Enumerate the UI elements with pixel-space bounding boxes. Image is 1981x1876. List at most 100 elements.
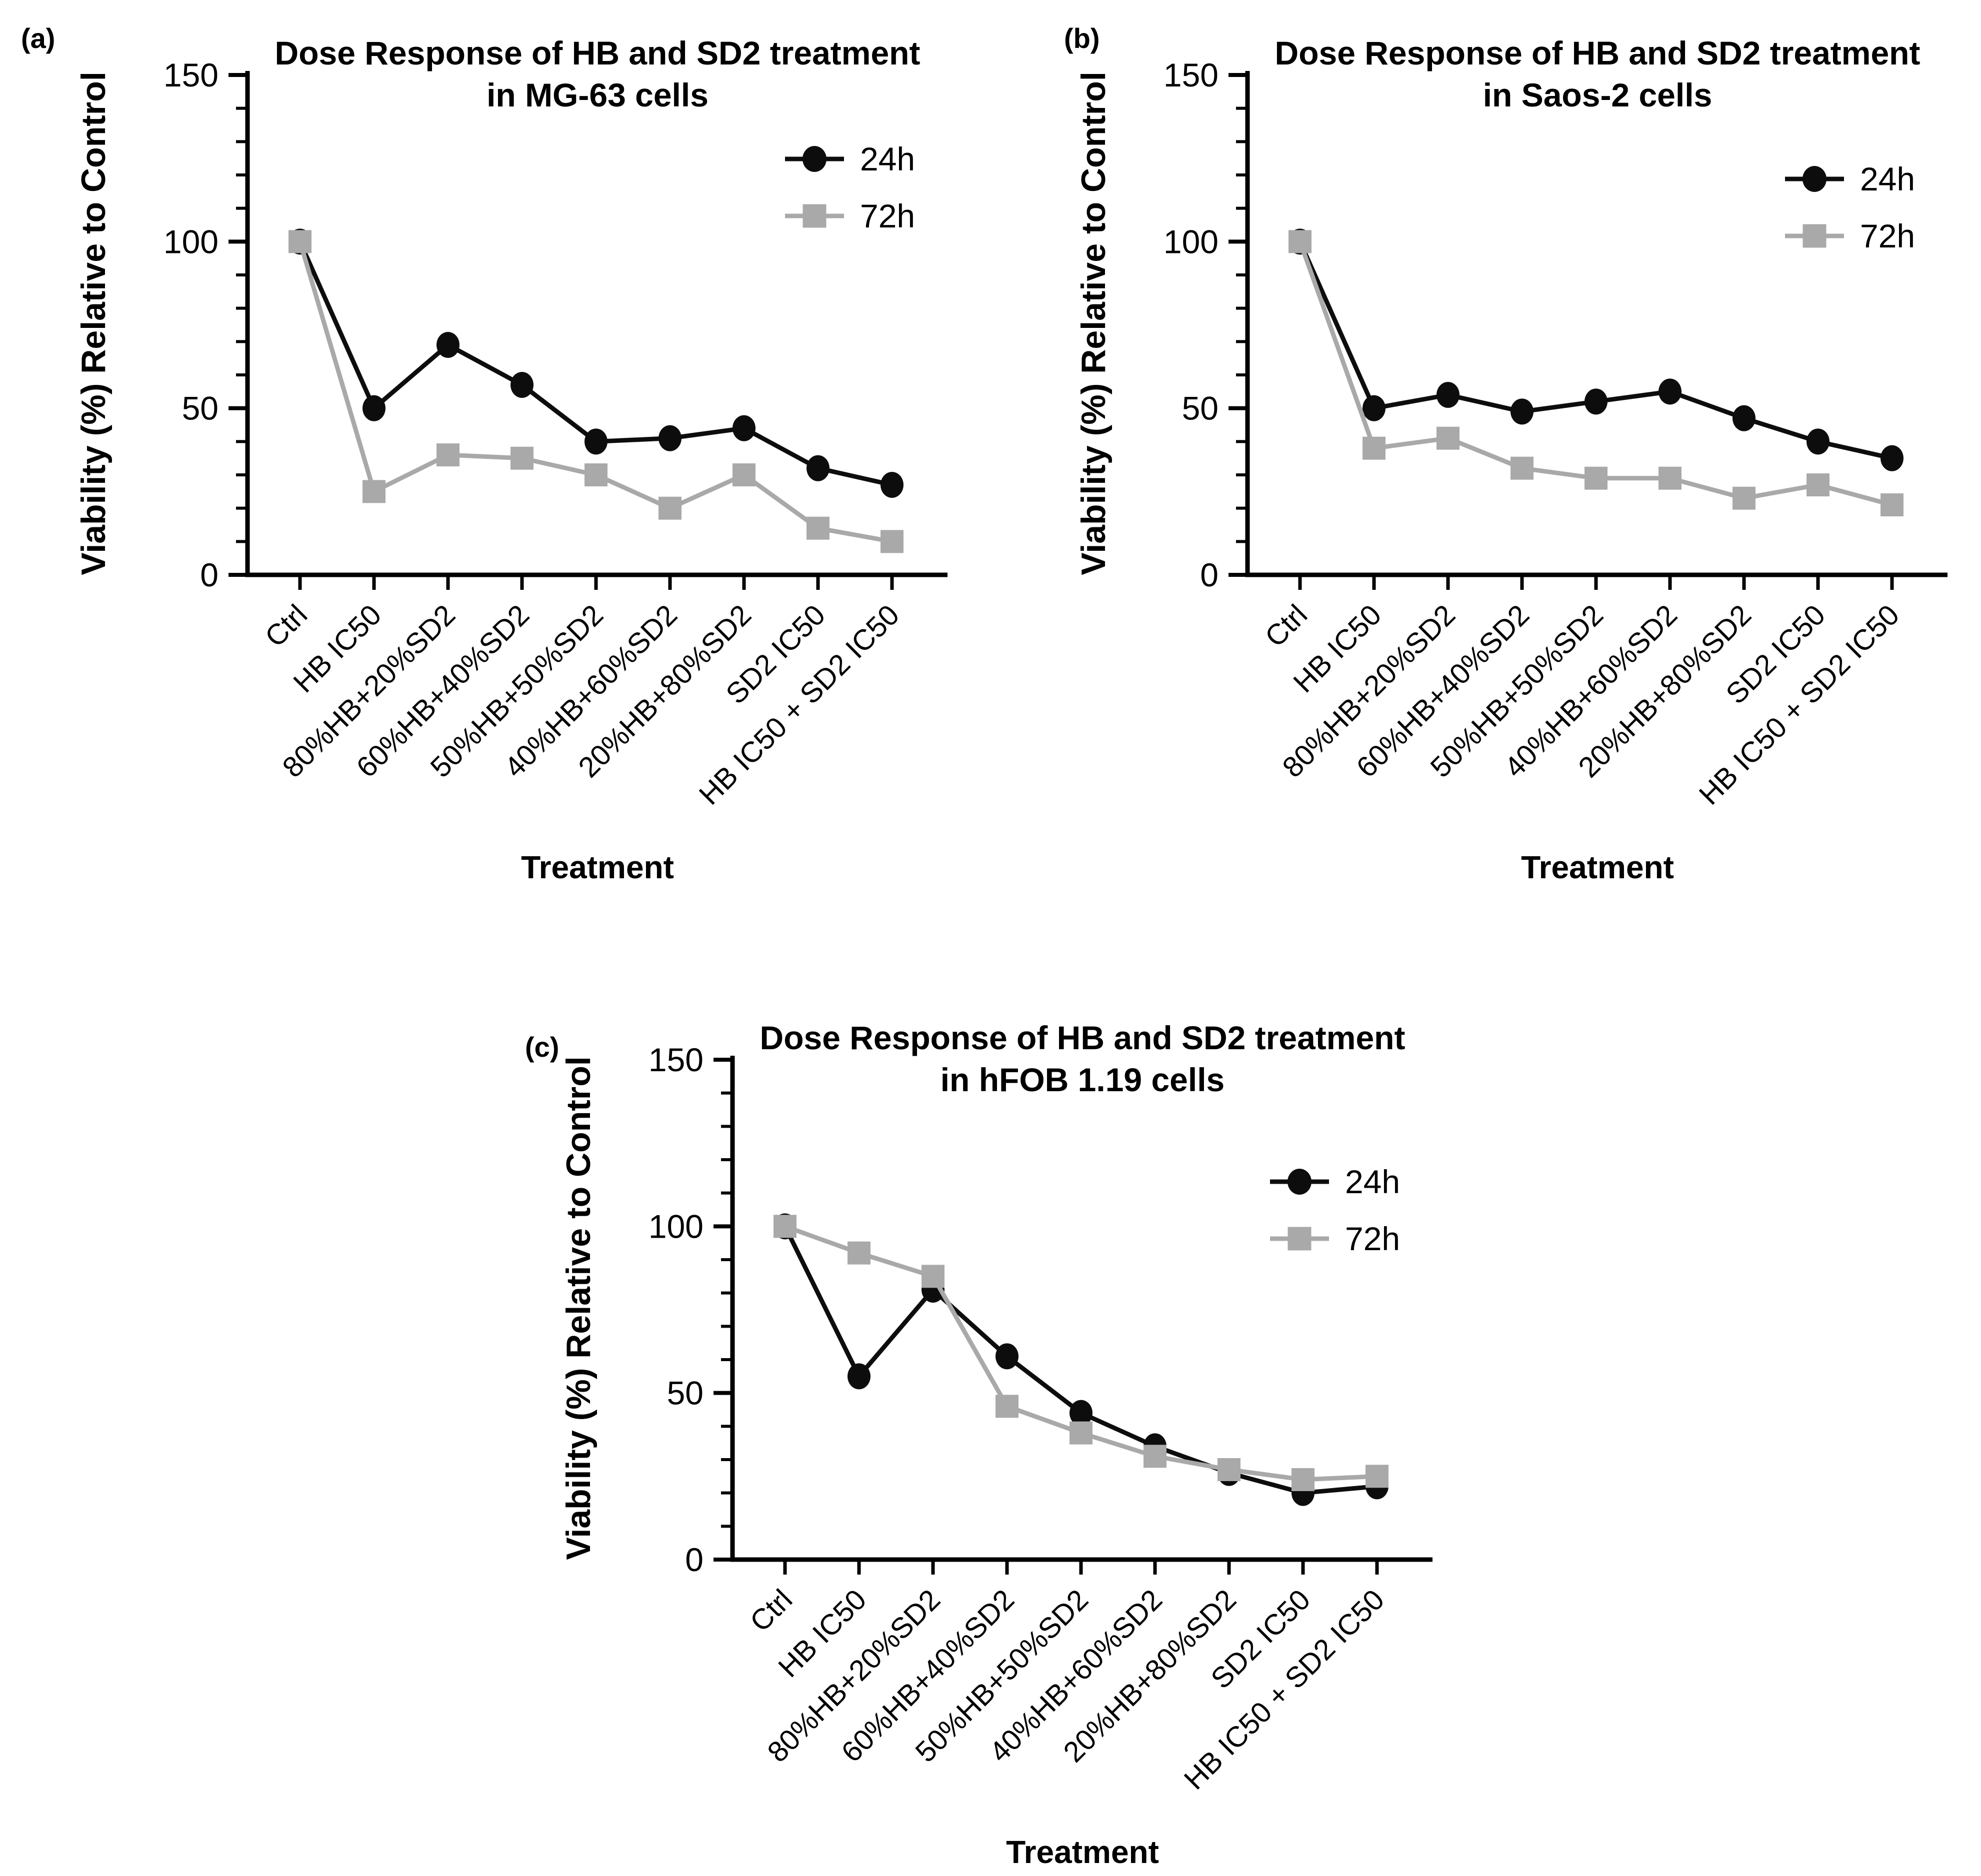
data-point-marker-72h	[1070, 1421, 1092, 1445]
data-point-marker-72h	[1806, 473, 1830, 496]
series-line-24h	[1298, 240, 1892, 461]
legend-square-marker-icon	[1785, 221, 1844, 251]
panel-a-label: (a)	[21, 22, 56, 54]
y-tick-label: 100	[164, 223, 218, 260]
data-point-marker-72h	[880, 530, 904, 553]
x-axis-title-c: Treatment	[1006, 1834, 1159, 1870]
panel-c: (c) Dose Response of HB and SD2 treatmen…	[510, 1000, 1466, 1875]
y-tick-label: 150	[164, 56, 218, 93]
legend-entry-72h: 72h	[1785, 217, 1915, 255]
legend-c: 24h 72h	[1270, 1163, 1400, 1277]
data-point-marker-24h	[1436, 382, 1460, 408]
legend-entry-24h: 24h	[1270, 1163, 1400, 1201]
y-tick-label: 150	[648, 1041, 704, 1078]
data-point-marker-72h	[922, 1265, 944, 1288]
data-point-marker-24h	[1510, 398, 1534, 425]
data-point-marker-24h	[806, 455, 830, 481]
data-point-marker-72h	[658, 496, 682, 520]
legend-label-72h: 72h	[860, 197, 916, 234]
data-point-marker-72h	[732, 463, 756, 486]
series-line-72h	[1298, 240, 1893, 507]
data-point-marker-24h	[436, 332, 460, 358]
data-point-marker-24h	[1732, 405, 1756, 431]
x-category-label: Ctrl	[258, 598, 314, 653]
legend-entry-72h: 72h	[785, 197, 915, 235]
data-point-marker-72h	[1436, 426, 1460, 450]
chart-title-b-line1: Dose Response of HB and SD2 treatment	[1274, 34, 1920, 71]
chart-title-a-line2: in MG-63 cells	[486, 76, 708, 113]
data-point-marker-72h	[1288, 230, 1312, 253]
data-point-marker-24h	[658, 425, 682, 451]
data-point-marker-24h	[362, 395, 386, 421]
data-point-marker-24h	[1658, 378, 1682, 405]
data-point-marker-72h	[1880, 493, 1904, 516]
x-category-label: Ctrl	[744, 1583, 798, 1638]
data-point-marker-72h	[362, 480, 386, 503]
data-point-marker-72h	[584, 463, 608, 486]
y-tick-label: 0	[1200, 556, 1218, 593]
data-point-marker-72h	[1292, 1468, 1314, 1491]
data-point-marker-72h	[774, 1215, 796, 1238]
data-point-marker-72h	[996, 1395, 1018, 1418]
legend-label-24h: 24h	[860, 140, 916, 177]
data-point-marker-72h	[1510, 456, 1534, 480]
x-axis-title-b: Treatment	[1521, 849, 1674, 885]
chart-title-b-line2: in Saos-2 cells	[1482, 76, 1712, 113]
legend-entry-24h: 24h	[1785, 160, 1915, 198]
y-tick-label: 50	[667, 1375, 704, 1412]
legend-circle-marker-icon	[1785, 164, 1844, 194]
data-point-marker-72h	[806, 516, 830, 540]
legend-square-marker-icon	[1270, 1224, 1329, 1254]
data-point-marker-24h	[1070, 1400, 1092, 1426]
data-point-marker-72h	[1658, 466, 1682, 490]
chart-title-b: Dose Response of HB and SD2 treatment in…	[1248, 32, 1948, 116]
chart-title-a: Dose Response of HB and SD2 treatment in…	[248, 32, 948, 116]
series-line-72h	[298, 241, 892, 544]
panel-b: (b) Dose Response of HB and SD2 treatmen…	[1025, 15, 1981, 890]
panel-c-label: (c)	[525, 1031, 560, 1063]
y-tick-label: 50	[1182, 390, 1218, 427]
y-tick-label: 150	[1164, 56, 1218, 93]
data-point-marker-72h	[510, 446, 534, 470]
legend-square-marker-icon	[785, 201, 844, 231]
y-tick-label: 100	[1164, 223, 1218, 260]
legend-label-72h: 72h	[1345, 1220, 1400, 1257]
data-point-marker-24h	[880, 472, 904, 498]
data-point-marker-72h	[288, 230, 312, 253]
data-point-marker-24h	[510, 372, 534, 398]
legend-label-24h: 24h	[1345, 1163, 1400, 1200]
legend-circle-marker-icon	[785, 144, 844, 174]
data-point-marker-24h	[996, 1343, 1018, 1370]
x-category-label: Ctrl	[1258, 598, 1314, 653]
y-tick-label: 100	[648, 1208, 704, 1245]
data-point-marker-72h	[1362, 436, 1386, 460]
data-point-marker-24h	[584, 428, 608, 455]
y-tick-label: 50	[182, 390, 218, 427]
legend-circle-marker-icon	[1270, 1167, 1329, 1197]
legend-entry-72h: 72h	[1270, 1220, 1400, 1258]
chart-title-c-line1: Dose Response of HB and SD2 treatment	[760, 1019, 1406, 1056]
chart-title-a-line1: Dose Response of HB and SD2 treatment	[274, 34, 920, 71]
data-point-marker-72h	[1144, 1445, 1166, 1468]
legend-a: 24h 72h	[785, 140, 915, 254]
data-point-marker-24h	[1584, 388, 1608, 415]
data-point-marker-72h	[1366, 1465, 1388, 1488]
data-point-marker-24h	[732, 415, 756, 441]
data-point-marker-24h	[1362, 395, 1386, 421]
data-point-marker-24h	[848, 1363, 870, 1390]
legend-entry-24h: 24h	[785, 140, 915, 178]
legend-label-72h: 72h	[1860, 217, 1916, 254]
data-point-marker-72h	[1732, 486, 1756, 510]
panel-a: (a) Dose Response of HB and SD2 treatmen…	[21, 15, 981, 890]
data-point-marker-72h	[436, 443, 460, 466]
chart-title-c: Dose Response of HB and SD2 treatment in…	[732, 1017, 1432, 1101]
y-tick-label: 0	[685, 1541, 704, 1578]
data-point-marker-24h	[1806, 428, 1830, 455]
legend-label-24h: 24h	[1860, 160, 1916, 197]
data-point-marker-72h	[848, 1241, 870, 1265]
data-point-marker-72h	[1584, 466, 1608, 490]
